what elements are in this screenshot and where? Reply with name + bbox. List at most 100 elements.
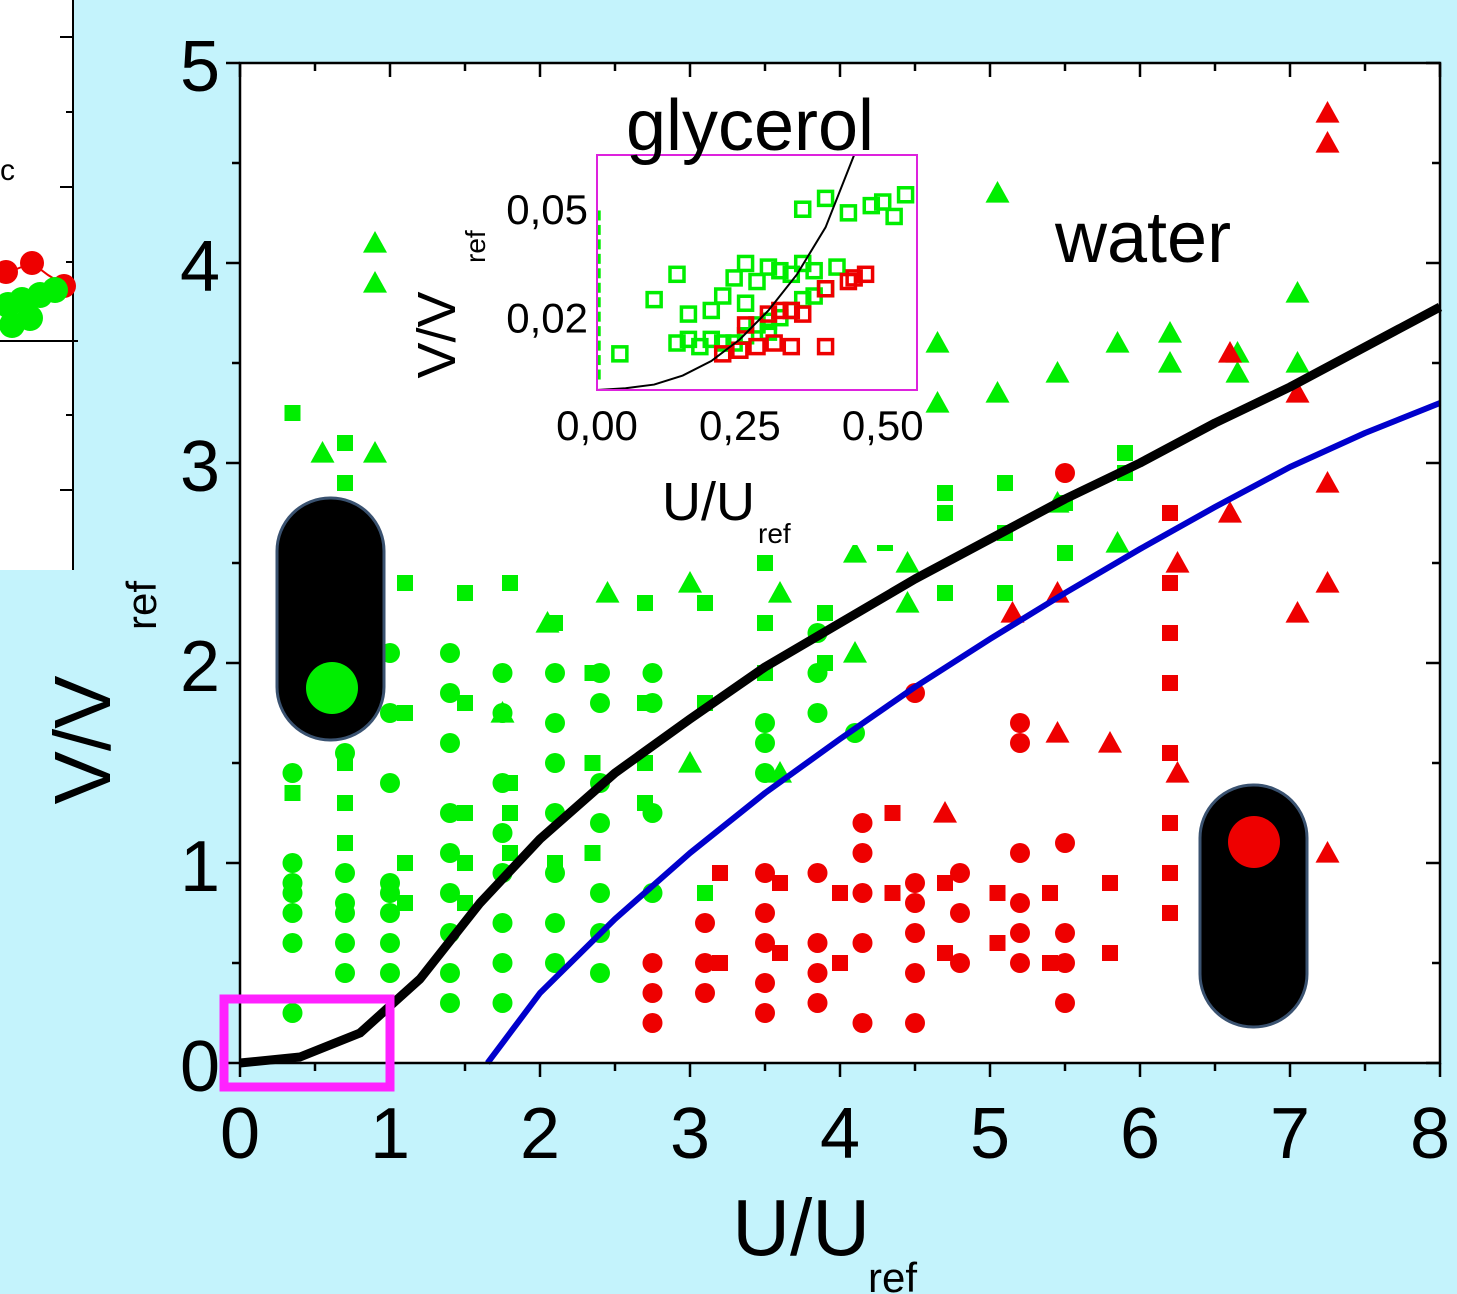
y-tick-label: 1: [180, 827, 220, 907]
inset-green-open-square: [702, 301, 721, 320]
water-annotation: water: [1054, 198, 1231, 278]
x-tick-label: 2: [520, 1094, 560, 1174]
inset-green-open-square: [873, 193, 892, 211]
green-triangle-point: [535, 611, 560, 633]
green-square-point: [457, 695, 473, 711]
red-triangle-point: [1315, 101, 1340, 123]
green-triangle-point: [1045, 361, 1070, 383]
green-triangle-point: [363, 441, 387, 463]
red-triangle-point: [1315, 571, 1340, 593]
inset-green-open-square: [611, 345, 629, 363]
red-square-point: [1162, 625, 1178, 641]
green-triangle-point: [843, 541, 867, 563]
y-tick-label: 3: [180, 427, 220, 507]
red-triangle-point: [1165, 551, 1190, 573]
red-square-point: [1162, 575, 1178, 591]
y-axis-label-subscript: ref: [118, 581, 165, 630]
partial-green-point: [17, 305, 43, 331]
green-triangle-point: [363, 231, 387, 253]
green-triangle-point: [895, 591, 920, 613]
red-light-indicator: [1198, 783, 1309, 1029]
red-circle-point: [1055, 993, 1075, 1013]
red-triangle-point: [1045, 721, 1070, 743]
inset-green-open-square: [748, 272, 766, 291]
green-square-point: [1117, 445, 1133, 461]
y-tick-label: 4: [180, 227, 220, 307]
green-triangle-point: [985, 181, 1010, 203]
red-square-point: [937, 945, 953, 961]
partial-left-panel: c: [0, 0, 78, 570]
red-triangle-point: [933, 801, 957, 823]
inset-red-open-square: [793, 305, 812, 323]
red-circle-point: [807, 993, 828, 1013]
red-light-housing: [1198, 783, 1309, 1029]
green-triangle-point: [678, 751, 702, 773]
green-triangle-point: [925, 391, 950, 413]
red-circle-point: [807, 963, 828, 983]
inset-green-open-square: [793, 200, 812, 218]
inset-green-open-square: [702, 330, 721, 349]
inset-y-axis-label-subscript: ref: [460, 230, 491, 263]
red-square-point: [1162, 865, 1178, 881]
green-square-point: [757, 555, 773, 571]
red-triangle-point: [1000, 601, 1025, 623]
green-square-point: [502, 805, 518, 821]
x-axis-label-subscript: ref: [868, 1254, 917, 1294]
green-circle-point: [545, 713, 565, 733]
red-circle-point: [852, 843, 873, 863]
red-triangle-point: [1218, 341, 1242, 363]
red-circle-point: [950, 903, 970, 923]
green-circle-point: [282, 903, 303, 923]
red-circle-point: [807, 863, 828, 883]
red-circle-point: [1055, 953, 1075, 973]
green-circle-point: [380, 933, 400, 953]
x-tick-label: 0: [220, 1094, 260, 1174]
green-circle-point: [492, 953, 513, 973]
green-light-housing: [275, 496, 386, 742]
green-circle-point: [282, 763, 303, 783]
x-tick-label: 7: [1270, 1094, 1310, 1174]
green-square-point: [457, 895, 473, 911]
inset-green-edge-point: [596, 326, 601, 337]
green-circle-point: [590, 963, 610, 983]
inset-green-edge-point: [596, 282, 601, 293]
y-axis-tick-labels: 0 1 2 3 4 5: [180, 27, 220, 1107]
green-circle-point: [282, 933, 303, 953]
green-triangle-point: [843, 641, 867, 663]
green-square-point: [337, 435, 353, 451]
red-square-point: [772, 875, 788, 891]
green-circle-point: [335, 963, 355, 983]
green-circle-point: [380, 703, 400, 723]
inset-red-open-square: [856, 265, 875, 284]
green-triangle-point: [490, 701, 515, 723]
red-square-point: [1102, 945, 1118, 961]
green-circle-point: [492, 823, 513, 843]
inset-green-open-square: [725, 269, 743, 287]
green-square-point: [637, 595, 653, 611]
partial-panel-label: c: [0, 154, 15, 187]
red-circle-point: [695, 983, 715, 1003]
green-triangle-point: [1105, 531, 1130, 553]
red-circle-point: [1010, 713, 1030, 733]
inset-x-axis-label: U/U: [662, 472, 755, 532]
main-data-marks: [282, 101, 1340, 1033]
inset-green-open-square: [736, 294, 755, 312]
green-triangle-point: [985, 381, 1010, 403]
green-circle-point: [335, 933, 355, 953]
inset-fit-curve-line: [596, 154, 856, 391]
green-square-point: [337, 835, 353, 851]
inset-green-edge-point: [596, 297, 601, 308]
inset-red-open-square: [782, 301, 801, 320]
red-circle-point: [755, 1003, 775, 1023]
green-circle-point: [492, 913, 513, 933]
red-triangle-point: [1098, 731, 1122, 753]
green-circle-point: [755, 733, 775, 753]
inset-red-open-square: [765, 334, 783, 352]
inset-green-edge-point: [596, 224, 601, 235]
green-circle-point: [380, 963, 400, 983]
green-square-point: [697, 885, 713, 901]
red-triangle-point: [1285, 381, 1310, 403]
green-circle-point: [282, 873, 303, 893]
green-circle-point: [590, 813, 610, 833]
green-circle-point: [807, 703, 828, 723]
